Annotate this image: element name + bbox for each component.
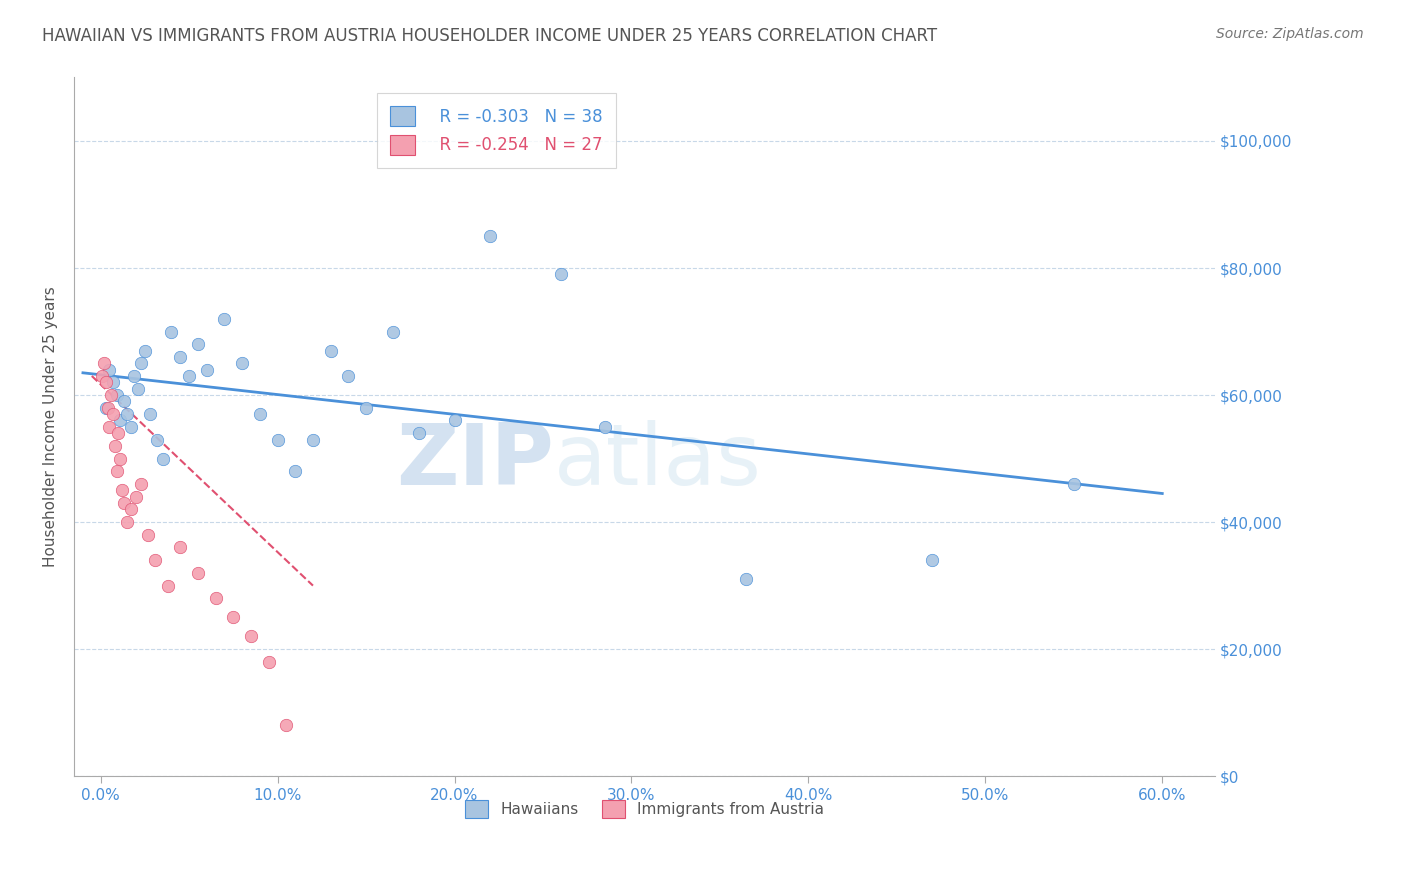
Point <box>284 464 307 478</box>
Point <box>94 401 117 415</box>
Point <box>156 579 179 593</box>
Point <box>337 369 360 384</box>
Point <box>139 407 162 421</box>
Point <box>152 451 174 466</box>
Point <box>240 629 263 643</box>
Text: HAWAIIAN VS IMMIGRANTS FROM AUSTRIA HOUSEHOLDER INCOME UNDER 25 YEARS CORRELATIO: HAWAIIAN VS IMMIGRANTS FROM AUSTRIA HOUS… <box>42 27 938 45</box>
Point <box>921 553 943 567</box>
Point <box>204 591 226 606</box>
Y-axis label: Householder Income Under 25 years: Householder Income Under 25 years <box>44 286 58 567</box>
Point <box>134 343 156 358</box>
Point <box>381 325 404 339</box>
Point <box>187 337 209 351</box>
Text: Source: ZipAtlas.com: Source: ZipAtlas.com <box>1216 27 1364 41</box>
Point <box>120 502 142 516</box>
Point <box>115 515 138 529</box>
Point <box>443 413 465 427</box>
Point <box>122 369 145 384</box>
Point <box>478 229 501 244</box>
Point <box>195 362 218 376</box>
Point <box>105 464 128 478</box>
Point <box>145 553 167 567</box>
Point <box>112 496 135 510</box>
Point <box>127 382 149 396</box>
Point <box>131 356 153 370</box>
Point <box>125 490 148 504</box>
Point <box>105 388 128 402</box>
Text: atlas: atlas <box>554 420 762 503</box>
Legend: Hawaiians, Immigrants from Austria: Hawaiians, Immigrants from Austria <box>460 794 830 824</box>
Point <box>108 413 131 427</box>
Point <box>98 362 121 376</box>
Point <box>266 433 288 447</box>
Point <box>97 401 120 415</box>
Point <box>302 433 325 447</box>
Point <box>107 426 129 441</box>
Point <box>222 610 245 624</box>
Point <box>177 369 200 384</box>
Point <box>1063 477 1085 491</box>
Point <box>112 394 135 409</box>
Point <box>131 477 153 491</box>
Point <box>160 325 183 339</box>
Point <box>169 541 191 555</box>
Point <box>115 407 138 421</box>
Point <box>249 407 271 421</box>
Text: ZIP: ZIP <box>395 420 554 503</box>
Point <box>94 376 117 390</box>
Point <box>354 401 377 415</box>
Point <box>101 376 124 390</box>
Point <box>276 718 298 732</box>
Point <box>111 483 134 498</box>
Point <box>104 439 127 453</box>
Point <box>257 655 280 669</box>
Point <box>214 311 236 326</box>
Point <box>550 268 572 282</box>
Point <box>93 356 115 370</box>
Point <box>408 426 430 441</box>
Point <box>101 407 124 421</box>
Point <box>91 369 114 384</box>
Point <box>169 350 191 364</box>
Point <box>735 572 758 586</box>
Point <box>98 419 121 434</box>
Point <box>146 433 169 447</box>
Point <box>593 419 616 434</box>
Point <box>108 451 131 466</box>
Point <box>138 528 160 542</box>
Point <box>120 419 142 434</box>
Point <box>187 566 209 580</box>
Point <box>100 388 122 402</box>
Point <box>231 356 253 370</box>
Point <box>319 343 342 358</box>
